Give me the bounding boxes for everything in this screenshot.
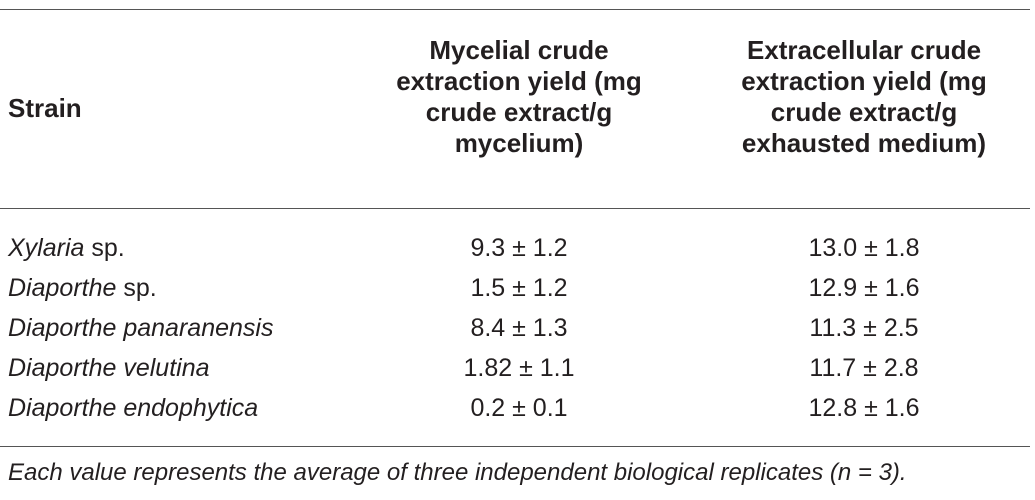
mycelial-yield-cell: 9.3 ± 1.2 bbox=[470, 234, 568, 262]
mycelial-yield-cell: 1.82 ± 1.1 bbox=[463, 354, 575, 382]
header-strain: Strain bbox=[8, 93, 82, 123]
strain-name: Diaporthe panaranensis bbox=[8, 314, 274, 342]
header-extracellular-line-3: crude extract/g bbox=[770, 97, 958, 127]
table-row: Diaporthe sp. 1.5 ± 1.2 12.9 ± 1.6 bbox=[0, 268, 1030, 308]
header-mycelial-line-1: Mycelial crude bbox=[429, 35, 609, 65]
strain-name: Diaporthe bbox=[8, 274, 117, 302]
extracellular-yield-cell: 12.8 ± 1.6 bbox=[808, 394, 920, 422]
header-mycelial-line-4: mycelium) bbox=[454, 128, 584, 158]
mycelial-yield-cell: 0.2 ± 0.1 bbox=[470, 394, 568, 422]
extracellular-yield-cell: 11.7 ± 2.8 bbox=[809, 354, 919, 382]
extracellular-yield-cell: 12.9 ± 1.6 bbox=[808, 274, 920, 302]
strain-name: Diaporthe velutina bbox=[8, 354, 210, 382]
header-mycelial-line-2: extraction yield (mg bbox=[396, 66, 642, 96]
mycelial-yield-cell: 8.4 ± 1.3 bbox=[470, 314, 568, 342]
header-extracellular-line-4: exhausted medium) bbox=[741, 128, 987, 158]
table-bottom-rule bbox=[0, 446, 1030, 447]
strain-cell: Diaporthe endophytica bbox=[8, 388, 258, 428]
table-row: Diaporthe endophytica 0.2 ± 0.1 12.8 ± 1… bbox=[0, 388, 1030, 428]
mycelial-yield-cell: 1.5 ± 1.2 bbox=[470, 274, 568, 302]
table-row: Diaporthe velutina 1.82 ± 1.1 11.7 ± 2.8 bbox=[0, 348, 1030, 388]
header-extracellular-line-1: Extracellular crude bbox=[746, 35, 982, 65]
strain-suffix: sp. bbox=[84, 234, 125, 262]
table-row: Diaporthe panaranensis 8.4 ± 1.3 11.3 ± … bbox=[0, 308, 1030, 348]
header-mycelial-yield: Mycelial crude extraction yield (mg crud… bbox=[354, 35, 684, 159]
table-header-rule bbox=[0, 208, 1030, 209]
strain-cell: Diaporthe panaranensis bbox=[8, 308, 273, 348]
strain-name: Diaporthe endophytica bbox=[8, 394, 259, 422]
header-mycelial-line-3: crude extract/g bbox=[425, 97, 613, 127]
strain-cell: Diaporthe sp. bbox=[8, 268, 157, 308]
strain-suffix: sp. bbox=[116, 274, 157, 302]
table-footnote: Each value represents the average of thr… bbox=[8, 459, 907, 486]
strain-cell: Diaporthe velutina bbox=[8, 348, 210, 388]
table-row: Xylaria sp. 9.3 ± 1.2 13.0 ± 1.8 bbox=[0, 228, 1030, 268]
extracellular-yield-cell: 13.0 ± 1.8 bbox=[808, 234, 920, 262]
header-extracellular-yield: Extracellular crude extraction yield (mg… bbox=[699, 35, 1029, 159]
extracellular-yield-cell: 11.3 ± 2.5 bbox=[809, 314, 919, 342]
strain-cell: Xylaria sp. bbox=[8, 228, 125, 268]
header-extracellular-line-2: extraction yield (mg bbox=[741, 66, 987, 96]
table-top-rule bbox=[0, 9, 1030, 10]
strain-name: Xylaria bbox=[8, 234, 85, 262]
